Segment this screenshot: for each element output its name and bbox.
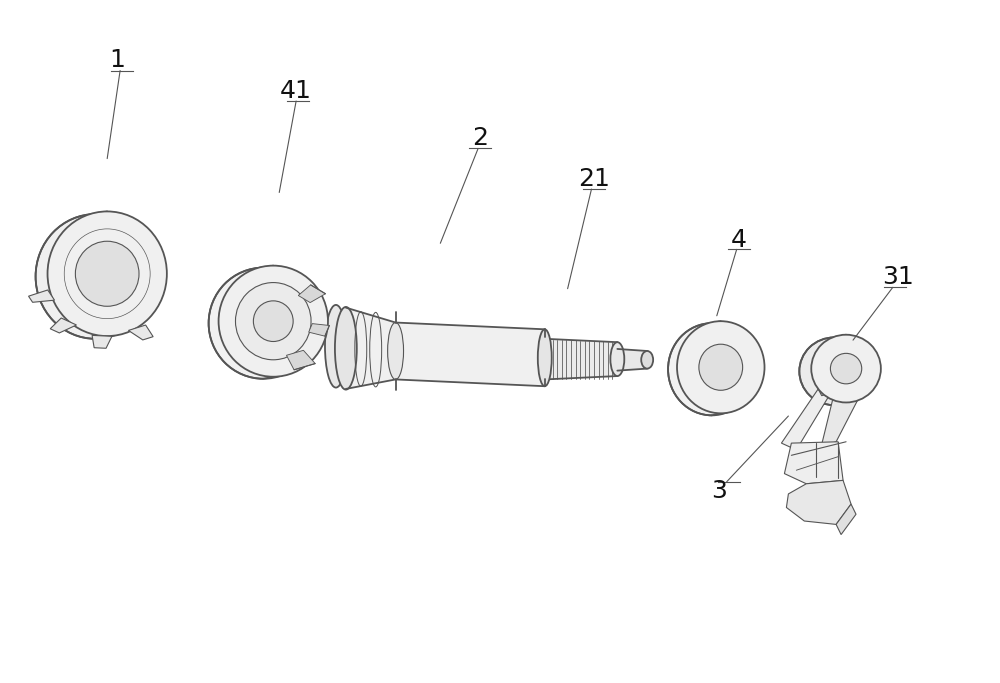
Ellipse shape xyxy=(641,351,653,369)
Ellipse shape xyxy=(830,353,862,384)
Ellipse shape xyxy=(253,301,293,342)
Ellipse shape xyxy=(36,214,155,339)
Ellipse shape xyxy=(75,241,139,306)
Ellipse shape xyxy=(335,307,357,389)
Text: 41: 41 xyxy=(280,79,312,103)
Ellipse shape xyxy=(699,344,743,390)
Ellipse shape xyxy=(388,322,404,380)
Ellipse shape xyxy=(799,337,869,405)
Ellipse shape xyxy=(668,323,756,415)
Text: 21: 21 xyxy=(579,167,610,191)
Ellipse shape xyxy=(325,305,347,387)
Polygon shape xyxy=(836,504,856,535)
Ellipse shape xyxy=(677,321,765,413)
Ellipse shape xyxy=(235,283,311,360)
Polygon shape xyxy=(29,290,55,303)
Ellipse shape xyxy=(48,212,167,336)
Text: 31: 31 xyxy=(882,265,914,289)
Text: 2: 2 xyxy=(472,126,488,150)
Polygon shape xyxy=(821,382,867,447)
Polygon shape xyxy=(286,350,315,370)
Text: 3: 3 xyxy=(711,479,727,503)
Ellipse shape xyxy=(219,266,328,377)
Polygon shape xyxy=(298,285,325,303)
Polygon shape xyxy=(92,335,112,348)
Polygon shape xyxy=(346,307,396,389)
Polygon shape xyxy=(396,322,545,386)
Ellipse shape xyxy=(209,268,318,379)
Polygon shape xyxy=(784,442,843,484)
Ellipse shape xyxy=(610,342,624,376)
Ellipse shape xyxy=(538,329,552,386)
Polygon shape xyxy=(545,339,617,380)
Polygon shape xyxy=(50,318,76,333)
Ellipse shape xyxy=(690,346,734,392)
Ellipse shape xyxy=(811,335,881,402)
Polygon shape xyxy=(781,389,831,450)
Text: 1: 1 xyxy=(109,48,125,72)
Polygon shape xyxy=(617,349,647,371)
Polygon shape xyxy=(786,480,851,525)
Polygon shape xyxy=(128,325,153,340)
Polygon shape xyxy=(309,324,329,336)
Text: 4: 4 xyxy=(731,228,747,252)
